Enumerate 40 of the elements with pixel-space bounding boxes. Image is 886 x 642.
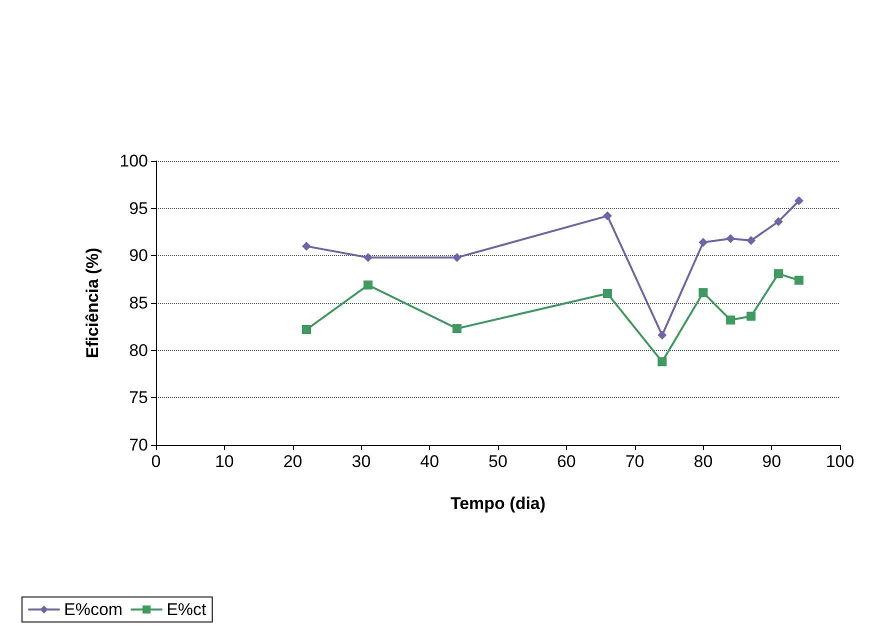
point [658,357,667,366]
y-tick-label: 95 [129,198,148,218]
y-tick-label: 75 [129,388,148,408]
x-tick-label: 100 [826,452,854,471]
point [726,316,736,325]
y-tick-label: 70 [129,436,148,454]
point [746,312,756,321]
x-axis-title: Tempo (dia) [450,494,546,513]
point [302,242,311,251]
x-tick-label: 30 [352,452,371,471]
x-tick-label: 10 [214,452,234,471]
point [302,325,311,334]
x-tick-label: 70 [625,452,644,471]
legend-label: E%ct [166,600,207,619]
point [452,324,462,334]
point [746,236,756,246]
x-tick-label: 50 [488,452,508,471]
y-tick-label: 85 [129,294,148,312]
x-tick-label: 0 [151,452,161,471]
y-tick-label: 80 [129,340,148,360]
x-tick-label: 90 [762,452,782,471]
y-tick-label: 90 [129,246,148,266]
x-tick-label: 80 [694,452,713,471]
point [698,288,708,298]
point [794,196,804,206]
y-tick-label: 100 [120,152,148,170]
x-tick-label: 40 [420,452,440,471]
point [774,217,783,226]
point [602,289,612,298]
legend-label: E%com [64,600,123,619]
point [602,211,612,220]
x-tick-label: 20 [283,452,302,471]
point [698,238,708,247]
point [774,269,783,278]
point [726,234,736,244]
point [364,280,373,290]
point [794,276,804,285]
y-axis-title: Eficiência (%) [83,248,102,358]
point [658,330,667,340]
x-tick-label: 60 [556,452,576,471]
